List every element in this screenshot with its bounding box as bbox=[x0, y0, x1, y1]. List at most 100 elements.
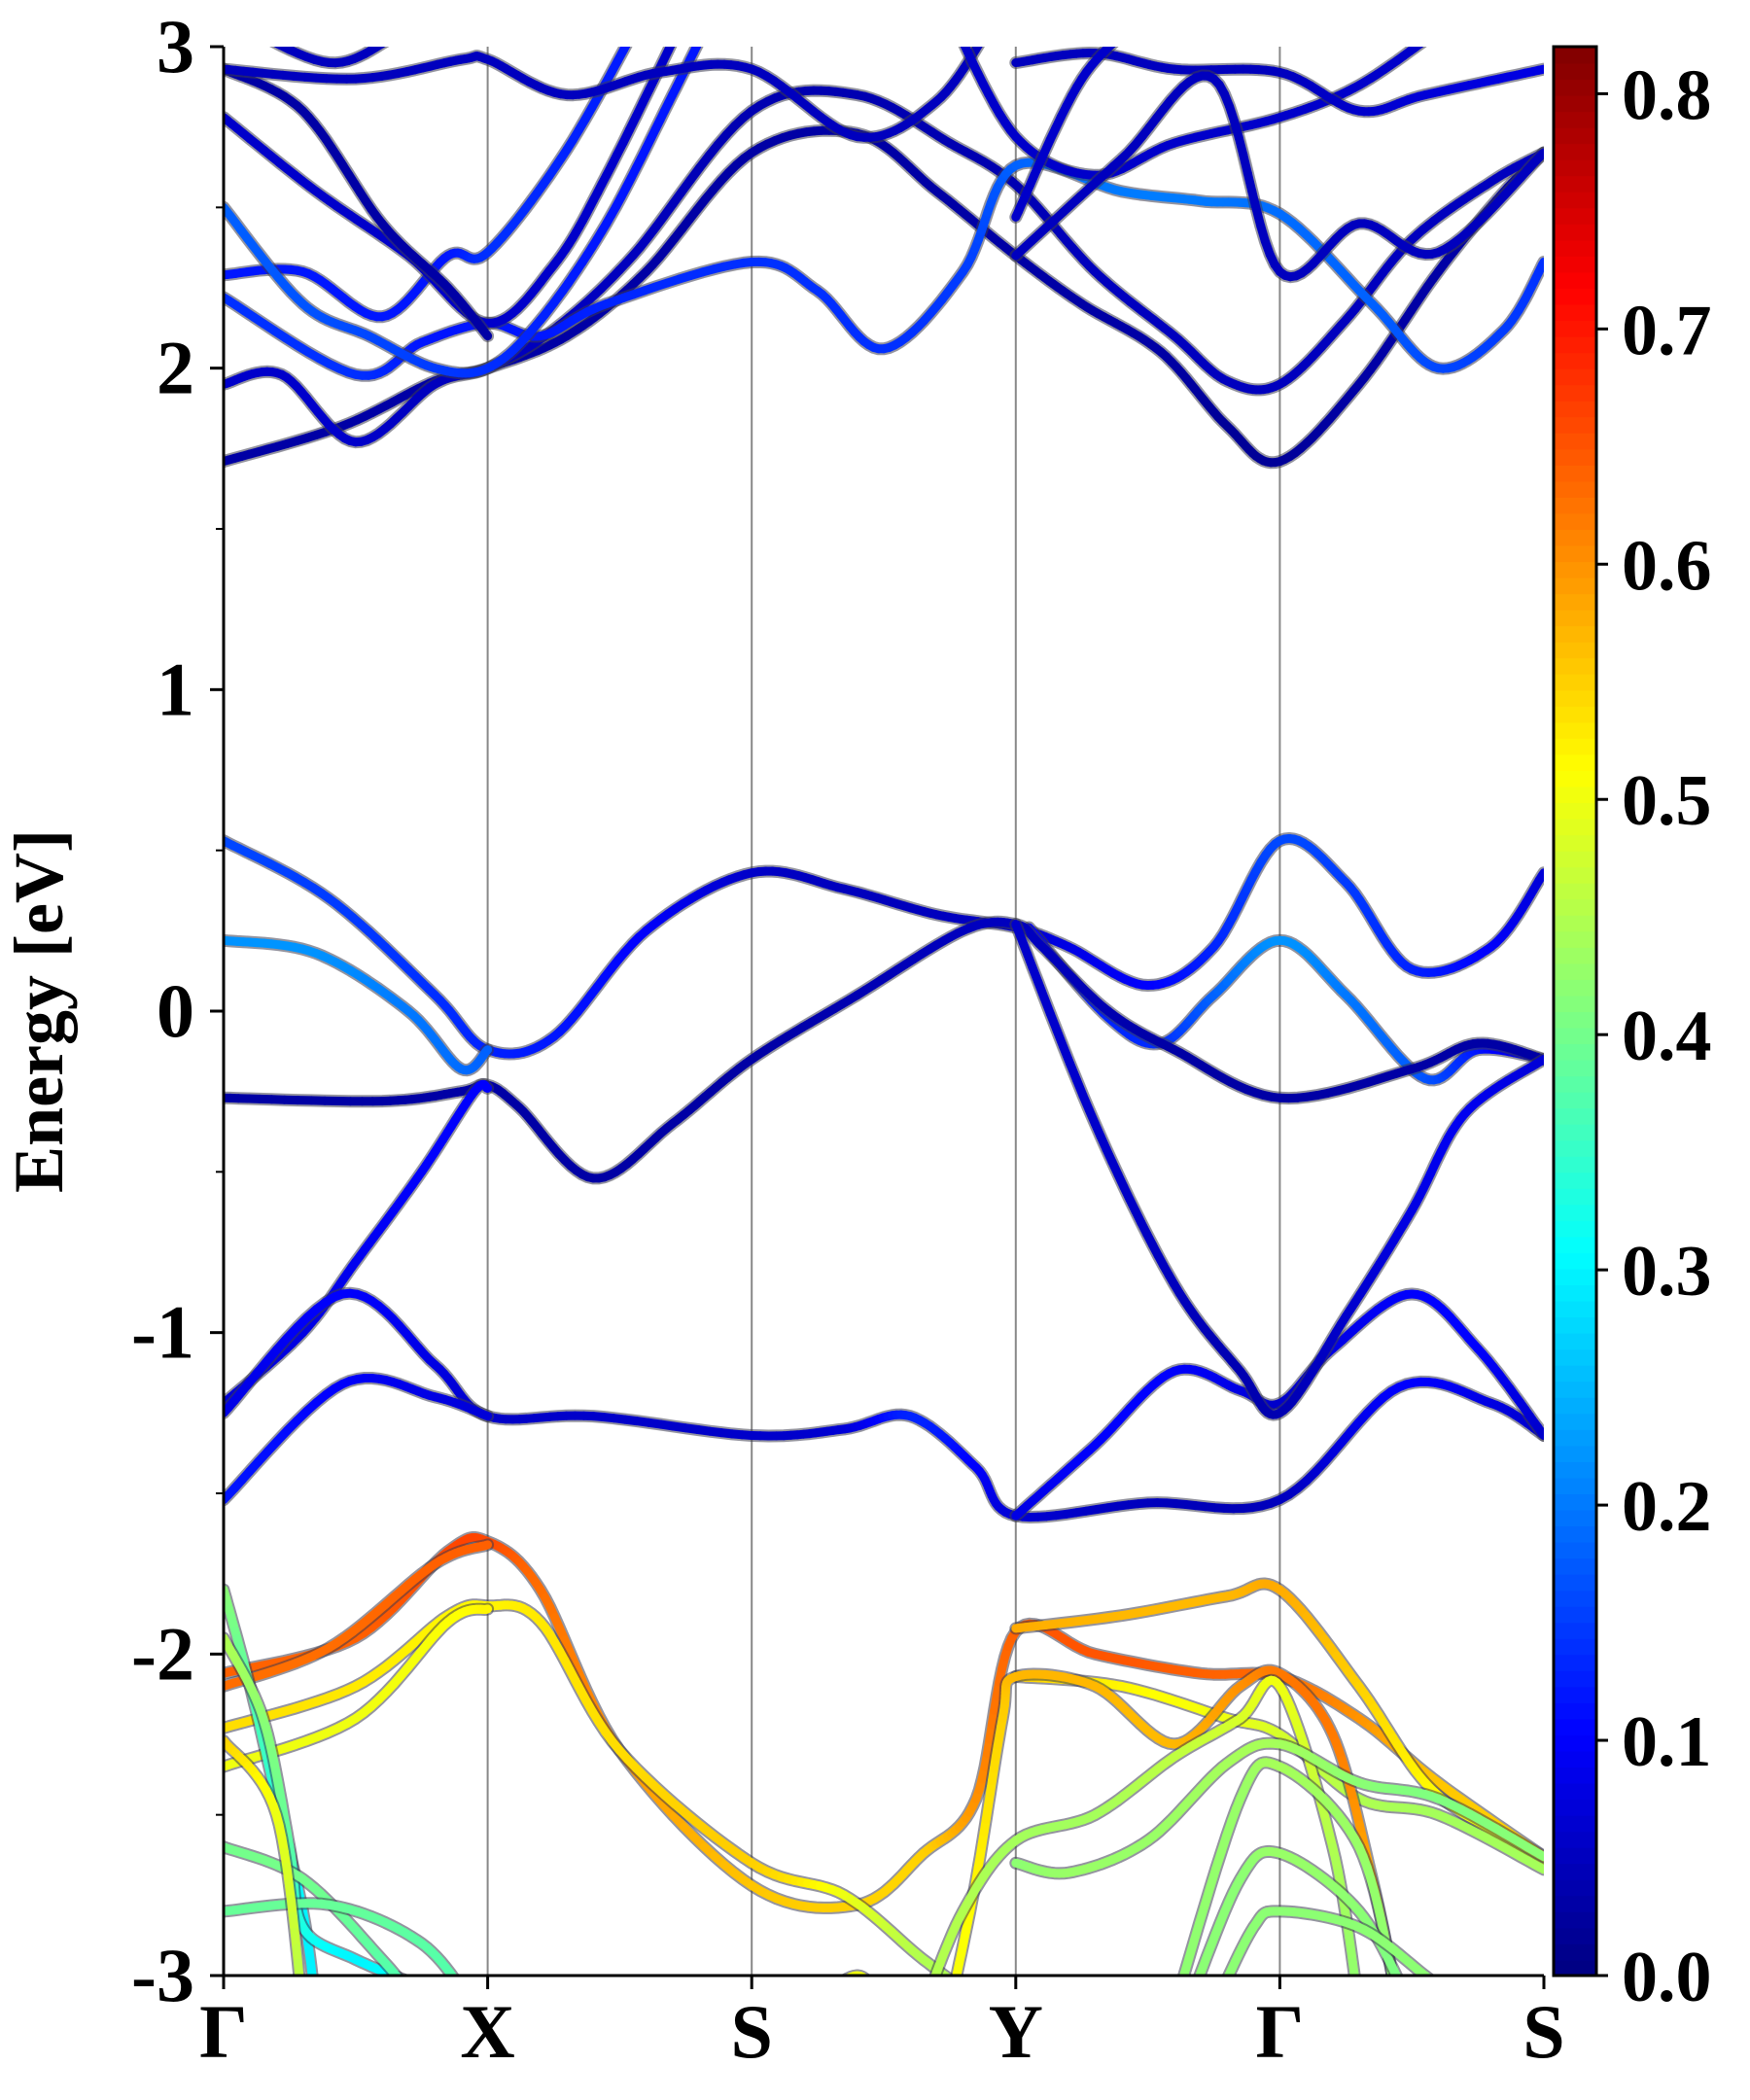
colorbar-step bbox=[1554, 1701, 1596, 1720]
colorbar-step bbox=[1554, 1525, 1596, 1543]
colorbar-step bbox=[1554, 416, 1596, 434]
band-segment bbox=[420, 2006, 422, 2008]
band-lines bbox=[224, 17, 1544, 2008]
colorbar-tick-label: 0.4 bbox=[1622, 997, 1712, 1076]
band-segment bbox=[408, 29, 414, 31]
colorbar-step bbox=[1554, 143, 1596, 160]
band-cb13 bbox=[1009, 69, 1544, 284]
colorbar-step bbox=[1554, 529, 1596, 546]
colorbar-step bbox=[1554, 1558, 1596, 1575]
band-segment bbox=[295, 1973, 304, 1976]
band-segment bbox=[971, 1995, 976, 1998]
colorbar-step bbox=[1554, 962, 1596, 980]
colorbar-step bbox=[1554, 1814, 1596, 1833]
band-segment bbox=[434, 23, 440, 24]
colorbar-step bbox=[1554, 593, 1596, 611]
band-segment bbox=[1443, 1989, 1446, 1992]
band-segment bbox=[1431, 33, 1435, 36]
colorbar-step bbox=[1554, 1799, 1596, 1816]
band-segment bbox=[1536, 1055, 1544, 1067]
band-segment bbox=[952, 1989, 954, 1996]
band-segment bbox=[1535, 148, 1544, 162]
colorbar-step bbox=[1554, 1750, 1596, 1768]
colorbar-step bbox=[1554, 1413, 1596, 1430]
band-segment bbox=[876, 1993, 878, 1996]
y-tick-label: -1 bbox=[131, 1290, 194, 1375]
y-tick-label: -2 bbox=[131, 1611, 194, 1696]
colorbar-step bbox=[1554, 1348, 1596, 1366]
colorbar-step bbox=[1554, 786, 1596, 804]
colorbar-step bbox=[1554, 1942, 1596, 1961]
band-segment bbox=[314, 1987, 315, 1993]
band-segment bbox=[861, 1974, 868, 1976]
band-segment bbox=[431, 1990, 436, 1992]
band-segment bbox=[392, 35, 398, 38]
colorbar-step bbox=[1554, 1381, 1596, 1398]
band-segment bbox=[1177, 1987, 1181, 1999]
colorbar-step bbox=[1554, 1541, 1596, 1559]
band-segment bbox=[421, 26, 428, 28]
band-segment bbox=[255, 31, 263, 36]
colorbar-step bbox=[1554, 368, 1596, 386]
band-segment bbox=[402, 31, 408, 33]
band-segment bbox=[414, 1983, 420, 1985]
band-segment bbox=[426, 1988, 431, 1990]
band-cb4 bbox=[224, 47, 633, 324]
band-segment bbox=[1129, 26, 1134, 30]
band-segment bbox=[457, 2001, 460, 2002]
colorbar-step bbox=[1554, 544, 1596, 563]
colorbar-step bbox=[1554, 94, 1596, 113]
colorbar-step bbox=[1554, 1445, 1596, 1462]
band-cb2 bbox=[224, 84, 1544, 449]
band-segment bbox=[821, 1993, 824, 1996]
band-segment bbox=[691, 47, 702, 52]
band-segment bbox=[1217, 1995, 1220, 2000]
band-segment bbox=[982, 34, 985, 39]
band-segment bbox=[877, 1996, 879, 1999]
band-segment bbox=[843, 1973, 856, 1976]
band-segment bbox=[1481, 2000, 1485, 2002]
band-segment bbox=[1465, 2007, 1467, 2008]
band-segment bbox=[1536, 1427, 1544, 1440]
band-segment bbox=[406, 1988, 409, 1992]
band-segment bbox=[471, 17, 475, 18]
colorbar-step bbox=[1554, 158, 1596, 177]
colorbar-step bbox=[1554, 1460, 1596, 1479]
band-segment bbox=[679, 21, 682, 30]
y-axis-label: Energy [eV] bbox=[0, 829, 78, 1193]
band-segment bbox=[1215, 2000, 1217, 2005]
band-cb5 bbox=[224, 47, 704, 380]
colorbar-step bbox=[1554, 1284, 1596, 1302]
colorbar-step bbox=[1554, 1428, 1596, 1447]
band-segment bbox=[459, 18, 465, 19]
band-segment bbox=[273, 47, 285, 50]
band-segment bbox=[881, 2002, 882, 2005]
band-segment bbox=[810, 2002, 813, 2005]
band-cb12 bbox=[1009, 26, 1134, 224]
band-outline bbox=[839, 1969, 871, 1976]
band-segment bbox=[1398, 2003, 1399, 2008]
colorbar-tick-label: 0.8 bbox=[1622, 55, 1712, 135]
band-segment bbox=[481, 330, 493, 341]
band-segment bbox=[446, 20, 453, 21]
band-segment bbox=[817, 1996, 821, 1999]
band-segment bbox=[377, 47, 386, 49]
band-segment bbox=[416, 2001, 418, 2004]
band-segment bbox=[962, 1987, 966, 1991]
band-segment bbox=[807, 2005, 810, 2007]
band-vb6 bbox=[224, 1286, 1544, 1523]
band-segment bbox=[1449, 1995, 1452, 1998]
band-segment bbox=[481, 1411, 493, 1421]
colorbar-step bbox=[1554, 1300, 1596, 1318]
x-tick-label: Y bbox=[989, 1989, 1043, 2074]
colorbar-step bbox=[1554, 1252, 1596, 1270]
colorbar-step bbox=[1554, 335, 1596, 354]
band-segment bbox=[1507, 1992, 1511, 1993]
colorbar-step bbox=[1554, 1878, 1596, 1897]
band-segment bbox=[400, 1975, 406, 1976]
colorbar-step bbox=[1554, 1477, 1596, 1494]
colorbar-step bbox=[1554, 1268, 1596, 1286]
colorbar-step bbox=[1554, 1590, 1596, 1607]
colorbar-tick-label: 0.6 bbox=[1622, 526, 1712, 606]
